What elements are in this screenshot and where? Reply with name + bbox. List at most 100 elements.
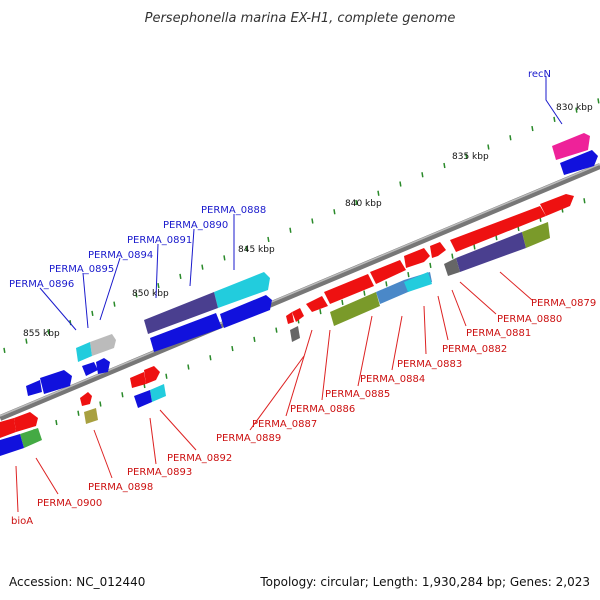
blue-callouts: recN PERMA_0888 PERMA_0890 PERMA_0891 PE… [9, 69, 563, 331]
scale-tick [201, 264, 204, 270]
scale-tick [451, 253, 454, 259]
gene-perma-0889[interactable] [286, 312, 294, 324]
cds-perma-0894[interactable] [96, 358, 110, 374]
label-perma-0893: PERMA_0893 [127, 467, 192, 478]
scale-tick [209, 355, 212, 361]
scale-tick [135, 292, 138, 298]
gene-perma-0900[interactable] [14, 412, 38, 432]
scale-tick [465, 153, 468, 159]
scale-tick [267, 236, 270, 243]
gene-perma-0879[interactable] [450, 206, 546, 252]
label-bioA: bioA [11, 516, 33, 527]
gene-bioA[interactable] [0, 418, 16, 438]
cds-perma-0881[interactable] [444, 258, 460, 276]
gene-perma-0894[interactable] [90, 334, 116, 356]
cds-recN[interactable] [560, 150, 598, 175]
scale-tick [509, 135, 512, 141]
scale-tick [597, 98, 600, 104]
label-perma-0882: PERMA_0882 [442, 344, 507, 355]
cds-perma-0898[interactable] [84, 408, 98, 424]
scale-tick [77, 410, 80, 416]
gene-perma-0884[interactable] [370, 260, 406, 284]
cds-perma-0888[interactable] [220, 295, 272, 328]
gene-perma-0895[interactable] [76, 342, 92, 362]
gene-perma-0890[interactable] [144, 292, 218, 334]
scale-tick [531, 125, 534, 132]
cds-perma-0885[interactable] [330, 292, 380, 326]
cds-perma-0880[interactable] [522, 222, 550, 248]
scale-tick [377, 190, 380, 196]
scale-tick [223, 255, 226, 261]
label-recN: recN [528, 69, 551, 80]
scale-tick [495, 235, 498, 241]
red-callouts: PERMA_0879 PERMA_0880 PERMA_0881 PERMA_0… [11, 271, 596, 527]
scale-tick [363, 290, 366, 296]
label-perma-0896: PERMA_0896 [9, 279, 74, 290]
scale-tick [553, 116, 556, 122]
cds-perma-0896[interactable] [26, 380, 42, 396]
scale-tick [341, 299, 344, 305]
reverse-features [0, 194, 574, 456]
cds-perma-0900[interactable] [20, 428, 42, 448]
scale-tick [355, 199, 358, 206]
scale-label-850: 850 kbp [132, 289, 169, 299]
label-perma-0881: PERMA_0881 [466, 328, 531, 339]
page-title: Persephonella marina EX-H1, complete gen… [145, 11, 456, 26]
gene-perma-0887[interactable] [292, 308, 304, 322]
scale-labels: 830 kbp 835 kbp 840 kbp 845 kbp 850 kbp … [23, 103, 593, 339]
scale-tick [575, 107, 578, 113]
scale-tick [487, 144, 490, 150]
label-perma-0889: PERMA_0889 [216, 433, 281, 444]
cds-bioA[interactable] [0, 434, 24, 456]
label-perma-0900: PERMA_0900 [37, 498, 102, 509]
gene-perma-0898[interactable] [80, 392, 92, 406]
scale-tick [289, 227, 292, 233]
gene-perma-0880[interactable] [540, 194, 574, 216]
gene-perma-0888[interactable] [214, 272, 270, 308]
scale-label-845: 845 kbp [238, 245, 275, 255]
label-perma-0887: PERMA_0887 [252, 419, 317, 430]
scale-tick [275, 327, 278, 333]
scale-tick [91, 310, 94, 316]
scale-tick [113, 301, 116, 307]
cds-perma-0892[interactable] [150, 384, 166, 402]
scale-tick [333, 209, 336, 215]
scale-tick [3, 347, 6, 353]
genome-summary-text: Topology: circular; Length: 1,930,284 bp… [259, 575, 590, 589]
scale-tick [583, 198, 586, 204]
label-perma-0888: PERMA_0888 [201, 205, 266, 216]
cds-perma-0883[interactable] [404, 272, 432, 292]
scale-ticks [3, 98, 600, 444]
scale-tick [311, 218, 314, 224]
scale-label-840: 840 kbp [345, 199, 382, 209]
scale-tick [55, 419, 58, 426]
cds-perma-0889[interactable] [290, 326, 300, 342]
label-perma-0886: PERMA_0886 [290, 404, 355, 415]
scale-tick [231, 345, 234, 352]
gene-perma-0882[interactable] [430, 242, 446, 258]
scale-tick [25, 338, 28, 344]
gene-perma-0885[interactable] [324, 274, 374, 304]
scale-tick [245, 246, 248, 252]
cds-perma-0879[interactable] [456, 232, 526, 272]
scale-label-835: 835 kbp [452, 152, 489, 162]
gene-recN[interactable] [552, 133, 590, 160]
scale-tick [165, 373, 168, 379]
scale-tick [157, 283, 160, 289]
gene-perma-0883[interactable] [404, 248, 430, 268]
label-perma-0895: PERMA_0895 [49, 264, 114, 275]
gene-perma-0886[interactable] [306, 296, 328, 312]
scale-tick [47, 329, 50, 335]
gene-perma-0896[interactable] [40, 370, 72, 394]
accession-text: Accession: NC_012440 [9, 575, 145, 589]
label-perma-0894: PERMA_0894 [88, 250, 153, 261]
gene-perma-0892[interactable] [144, 366, 160, 384]
scale-tick [473, 244, 476, 250]
cds-perma-0890[interactable] [150, 313, 222, 352]
gene-perma-0893[interactable] [130, 372, 146, 388]
scale-tick [385, 281, 388, 287]
scale-tick [421, 172, 424, 178]
cds-perma-0895[interactable] [82, 362, 98, 376]
cds-perma-0893[interactable] [134, 390, 152, 408]
